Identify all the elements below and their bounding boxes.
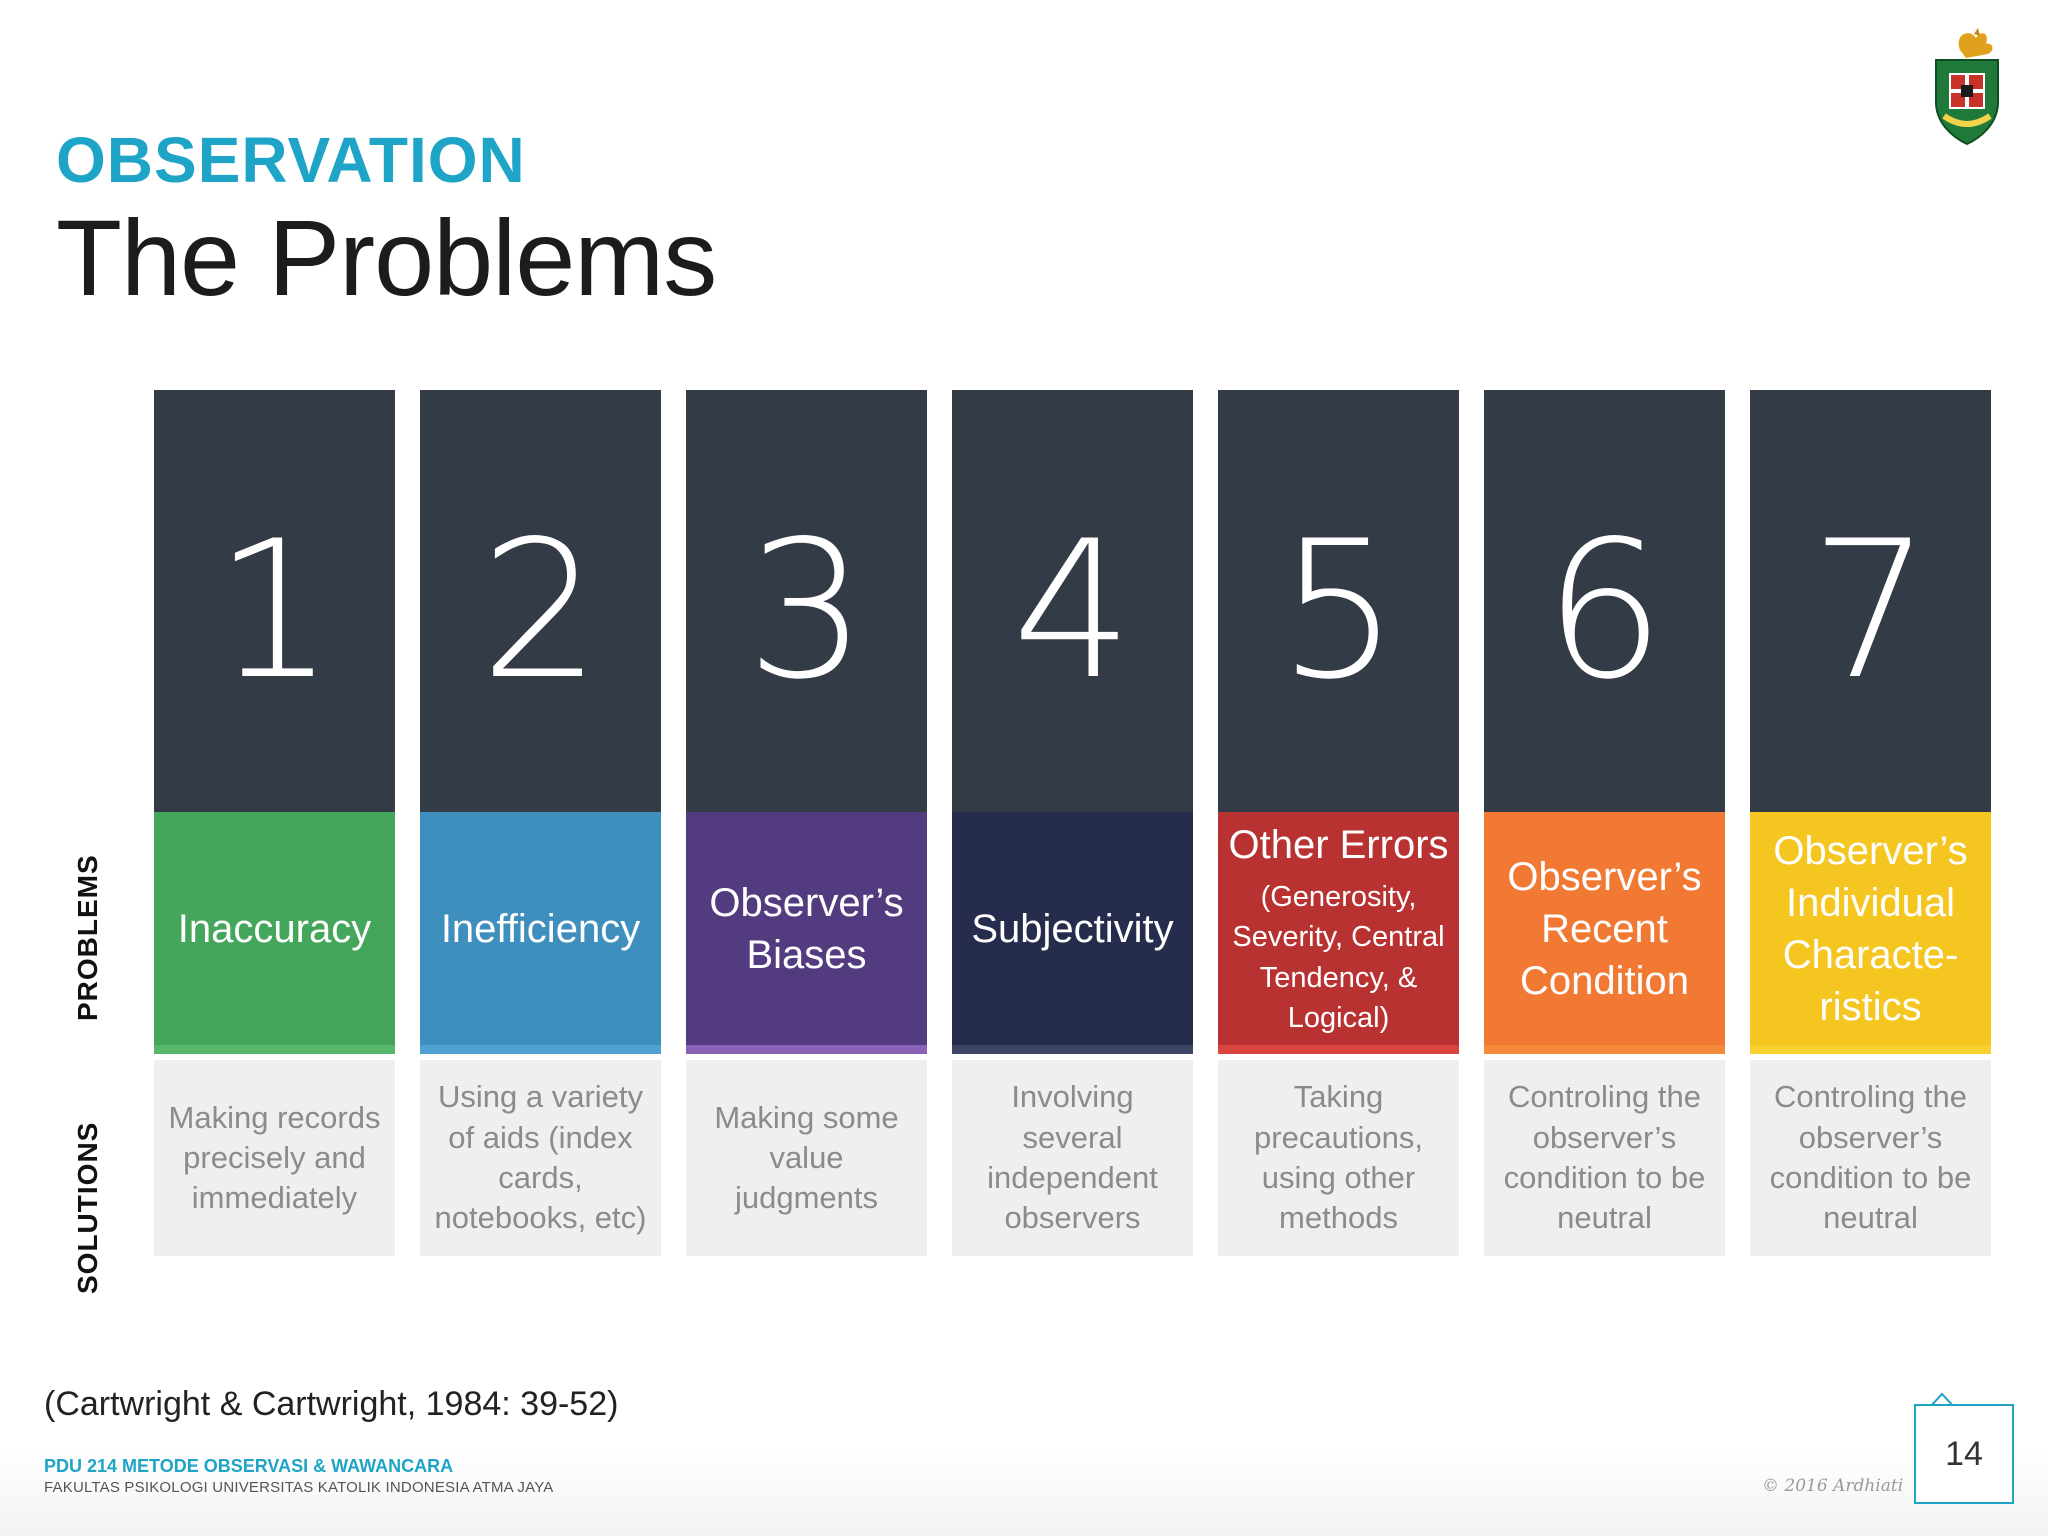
problem-number: 1	[154, 390, 395, 812]
solutions-row-label: SOLUTIONS	[72, 1121, 103, 1294]
problem-number: 3	[686, 390, 927, 812]
problem-label-block: Observer’s Biases	[686, 812, 927, 1045]
faculty-name: FAKULTAS PSIKOLOGI UNIVERSITAS KATOLIK I…	[44, 1479, 554, 1496]
color-strip	[420, 1045, 661, 1054]
problem-label: Subjectivity	[971, 906, 1174, 951]
solution-text: Making some value judgments	[686, 1060, 927, 1256]
solution-text: Using a variety of aids (index cards, no…	[420, 1060, 661, 1256]
course-title: PDU 214 METODE OBSERVASI & WAWANCARA	[44, 1456, 454, 1476]
solution-text: Involving several independent observers	[952, 1060, 1193, 1256]
copyright-note: © 2016 Ardhiati	[1762, 1476, 1904, 1496]
problem-column-5: 5 Other Errors (Generosity, Severity, Ce…	[1218, 390, 1459, 1256]
solution-text: Taking precautions, using other methods	[1218, 1060, 1459, 1256]
color-strip	[1484, 1045, 1725, 1054]
slide-kicker: OBSERVATION	[56, 124, 526, 196]
solution-text: Making records precisely and immediately	[154, 1060, 395, 1256]
problem-detail: (Generosity, Severity, Central Tendency,…	[1232, 881, 1445, 1034]
problem-number: 7	[1750, 390, 1991, 812]
problem-label: Observer’s Individual Characte-ristics	[1773, 828, 1968, 1029]
problem-label: Observer’s Biases	[709, 880, 904, 977]
color-strip	[686, 1045, 927, 1054]
problem-column-1: 1 Inaccuracy Making records precisely an…	[154, 390, 395, 1256]
problem-column-7: 7 Observer’s Individual Characte-ristics…	[1750, 390, 1991, 1256]
problem-label: Inaccuracy	[177, 906, 372, 951]
slide-heading: OBSERVATION The Problems	[56, 124, 717, 318]
problem-number: 5	[1218, 390, 1459, 812]
problem-label-block: Other Errors (Generosity, Severity, Cent…	[1218, 812, 1459, 1045]
problem-column-6: 6 Observer’s Recent Condition Controling…	[1484, 390, 1725, 1256]
problem-number: 4	[952, 390, 1193, 812]
slide-title: The Problems	[56, 197, 717, 318]
solution-text: Controling the observer’s condition to b…	[1750, 1060, 1991, 1256]
problem-label: Other Errors	[1228, 823, 1449, 868]
footer-bar	[0, 1450, 2048, 1536]
problem-label: Observer’s Recent Condition	[1507, 854, 1702, 1003]
problem-label-block: Inaccuracy	[154, 812, 395, 1045]
problem-label-block: Observer’s Individual Characte-ristics	[1750, 812, 1991, 1045]
problem-number: 2	[420, 390, 661, 812]
color-strip	[154, 1045, 395, 1054]
problem-label: Inefficiency	[440, 906, 641, 951]
color-strip	[1218, 1045, 1459, 1054]
problem-column-3: 3 Observer’s Biases Making some value ju…	[686, 390, 927, 1256]
color-strip	[952, 1045, 1193, 1054]
color-strip	[1750, 1045, 1991, 1054]
problem-label-block: Inefficiency	[420, 812, 661, 1045]
page-number-badge: 14	[1914, 1404, 2014, 1504]
citation: (Cartwright & Cartwright, 1984: 39-52)	[44, 1385, 619, 1423]
problem-number: 6	[1484, 390, 1725, 812]
problem-label-block: Observer’s Recent Condition	[1484, 812, 1725, 1045]
problem-label-block: Subjectivity	[952, 812, 1193, 1045]
university-logo-icon	[1935, 28, 1999, 146]
problems-row-label: PROBLEMS	[72, 854, 103, 1021]
problem-column-2: 2 Inefficiency Using a variety of aids (…	[420, 390, 661, 1256]
solution-text: Controling the observer’s condition to b…	[1484, 1060, 1725, 1256]
problem-column-4: 4 Subjectivity Involving several indepen…	[952, 390, 1193, 1256]
